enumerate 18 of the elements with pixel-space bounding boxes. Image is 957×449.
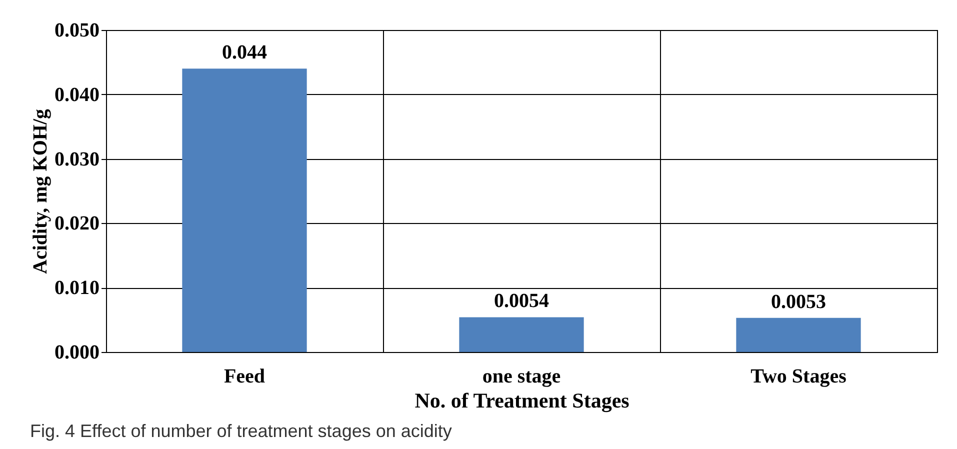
- y-axis-title: Acidity, mg KOH/g: [30, 109, 52, 274]
- caption: Fig. 4 Effect of number of treatment stages on acidity: [30, 421, 452, 441]
- x-tick-label: Feed: [224, 366, 266, 388]
- bar: [736, 318, 861, 352]
- data-label: 0.0053: [771, 290, 826, 313]
- y-tick-label: 0.040: [54, 84, 100, 106]
- y-tick-label: 0.020: [54, 212, 100, 235]
- data-label: 0.044: [222, 42, 267, 64]
- data-label: 0.0054: [494, 290, 549, 312]
- bar: [459, 317, 584, 352]
- bar: [182, 68, 307, 352]
- y-tick-label: 0.010: [54, 277, 100, 300]
- x-tick-label: one stage: [482, 366, 561, 388]
- y-tick-label: 0.030: [54, 148, 100, 170]
- x-axis-title: No. of Treatment Stages: [414, 388, 630, 412]
- x-tick-label: Two Stages: [750, 366, 847, 388]
- y-tick-label: 0.050: [54, 20, 100, 42]
- y-tick-label: 0.000: [54, 342, 100, 364]
